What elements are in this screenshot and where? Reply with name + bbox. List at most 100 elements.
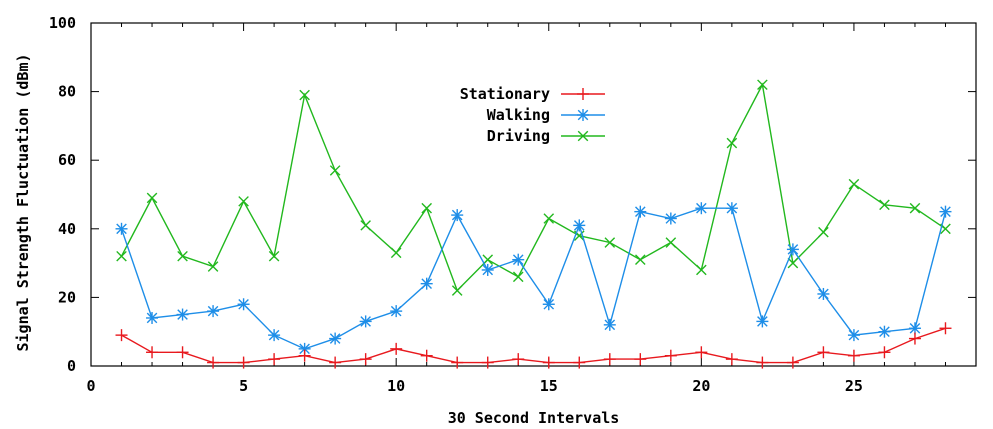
data-point-walking bbox=[664, 212, 677, 225]
data-point-walking bbox=[329, 332, 342, 345]
series-walking bbox=[115, 202, 952, 355]
y-tick-label: 0 bbox=[67, 357, 76, 375]
data-point-stationary bbox=[207, 356, 220, 369]
data-point-walking bbox=[756, 315, 769, 328]
data-point-driving bbox=[116, 250, 127, 262]
data-point-driving bbox=[299, 89, 310, 101]
data-point-stationary bbox=[451, 356, 464, 369]
data-point-stationary bbox=[146, 346, 159, 359]
data-point-driving bbox=[787, 257, 799, 269]
data-point-walking bbox=[481, 263, 494, 276]
data-point-driving bbox=[390, 247, 402, 259]
data-point-walking bbox=[939, 205, 952, 218]
data-point-stationary bbox=[664, 349, 677, 362]
data-point-driving bbox=[268, 250, 280, 262]
data-point-stationary bbox=[908, 332, 921, 345]
series-group bbox=[115, 79, 952, 369]
data-point-stationary bbox=[847, 349, 860, 362]
data-point-stationary bbox=[115, 329, 128, 342]
data-point-driving bbox=[665, 237, 677, 248]
data-point-walking bbox=[908, 322, 921, 335]
series-driving bbox=[116, 79, 951, 296]
x-tick-label: 25 bbox=[845, 377, 863, 395]
y-tick-label: 80 bbox=[58, 83, 76, 101]
legend-marker-walking bbox=[577, 109, 589, 121]
data-point-walking bbox=[603, 318, 616, 331]
x-tick-label: 10 bbox=[387, 377, 405, 395]
data-point-walking bbox=[695, 202, 708, 215]
y-tick-label: 60 bbox=[58, 151, 76, 169]
data-point-driving bbox=[604, 237, 616, 248]
data-point-stationary bbox=[420, 349, 433, 362]
data-point-driving bbox=[512, 271, 524, 283]
data-point-driving bbox=[360, 220, 371, 231]
legend: Stationary Walking Driving bbox=[460, 85, 605, 145]
data-point-stationary bbox=[512, 353, 525, 366]
data-point-stationary bbox=[359, 353, 372, 366]
data-point-stationary bbox=[176, 346, 189, 359]
data-point-stationary bbox=[695, 346, 708, 359]
data-point-driving bbox=[238, 196, 249, 207]
x-tick-label: 15 bbox=[540, 377, 558, 395]
legend-label-driving: Driving bbox=[487, 127, 550, 145]
data-point-driving bbox=[848, 178, 860, 190]
data-point-walking bbox=[390, 305, 403, 318]
data-point-driving bbox=[635, 254, 646, 265]
data-point-driving bbox=[818, 226, 829, 238]
y-tick-label: 40 bbox=[58, 220, 76, 238]
y-tick-label: 100 bbox=[49, 14, 76, 32]
legend-label-walking: Walking bbox=[487, 106, 550, 124]
data-point-walking bbox=[207, 305, 220, 318]
y-tick-label: 20 bbox=[58, 288, 76, 306]
data-point-driving bbox=[421, 202, 432, 214]
data-point-walking bbox=[542, 298, 555, 311]
series-line-stationary bbox=[121, 327, 946, 364]
x-tick-label: 0 bbox=[86, 377, 95, 395]
data-point-driving bbox=[757, 79, 768, 91]
data-point-driving bbox=[909, 202, 921, 214]
data-point-stationary bbox=[725, 353, 738, 366]
data-point-stationary bbox=[390, 342, 403, 355]
x-axis-label: 30 Second Intervals bbox=[448, 409, 620, 427]
plot-frame bbox=[90, 22, 977, 367]
data-point-walking bbox=[512, 253, 525, 266]
data-point-walking bbox=[786, 243, 799, 256]
data-point-stationary bbox=[298, 349, 311, 362]
data-point-walking bbox=[115, 222, 128, 235]
data-point-walking bbox=[847, 329, 860, 342]
data-point-walking bbox=[817, 287, 830, 300]
data-point-walking bbox=[237, 298, 250, 311]
series-line-walking bbox=[120, 207, 947, 350]
series-stationary bbox=[115, 322, 952, 369]
data-point-driving bbox=[207, 261, 219, 272]
data-point-walking bbox=[146, 311, 159, 324]
data-point-stationary bbox=[756, 356, 769, 369]
data-point-stationary bbox=[542, 356, 555, 369]
x-tick-label: 5 bbox=[239, 377, 248, 395]
series-line-driving bbox=[120, 82, 946, 292]
data-point-walking bbox=[268, 329, 281, 342]
y-axis-label: Signal Strength Fluctuation (dBm) bbox=[14, 53, 32, 351]
data-point-driving bbox=[543, 213, 555, 224]
data-point-walking bbox=[451, 209, 464, 222]
data-point-stationary bbox=[237, 356, 250, 369]
legend-marker-stationary bbox=[577, 88, 589, 100]
data-point-driving bbox=[726, 137, 738, 149]
data-point-driving bbox=[177, 250, 188, 262]
data-point-stationary bbox=[329, 356, 342, 369]
data-point-driving bbox=[879, 199, 890, 211]
data-point-stationary bbox=[939, 322, 952, 335]
data-point-stationary bbox=[573, 356, 586, 369]
data-point-driving bbox=[451, 285, 463, 296]
data-point-walking bbox=[725, 202, 738, 215]
data-point-driving bbox=[329, 165, 341, 176]
data-point-stationary bbox=[268, 353, 281, 366]
data-point-walking bbox=[573, 219, 586, 232]
data-point-stationary bbox=[481, 356, 494, 369]
legend-label-stationary: Stationary bbox=[460, 85, 550, 103]
data-point-driving bbox=[146, 192, 158, 204]
data-point-walking bbox=[359, 315, 372, 328]
x-tick-label: 20 bbox=[692, 377, 710, 395]
data-point-walking bbox=[420, 277, 433, 290]
